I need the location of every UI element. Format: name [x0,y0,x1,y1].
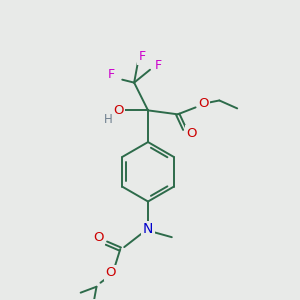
Text: F: F [139,50,145,63]
Text: F: F [154,59,161,72]
Text: F: F [108,68,115,81]
Text: O: O [93,231,104,244]
Text: O: O [186,127,197,140]
Text: O: O [113,104,124,117]
Text: O: O [198,97,209,110]
Text: H: H [104,113,113,126]
Text: N: N [143,222,153,236]
Text: O: O [105,266,116,279]
